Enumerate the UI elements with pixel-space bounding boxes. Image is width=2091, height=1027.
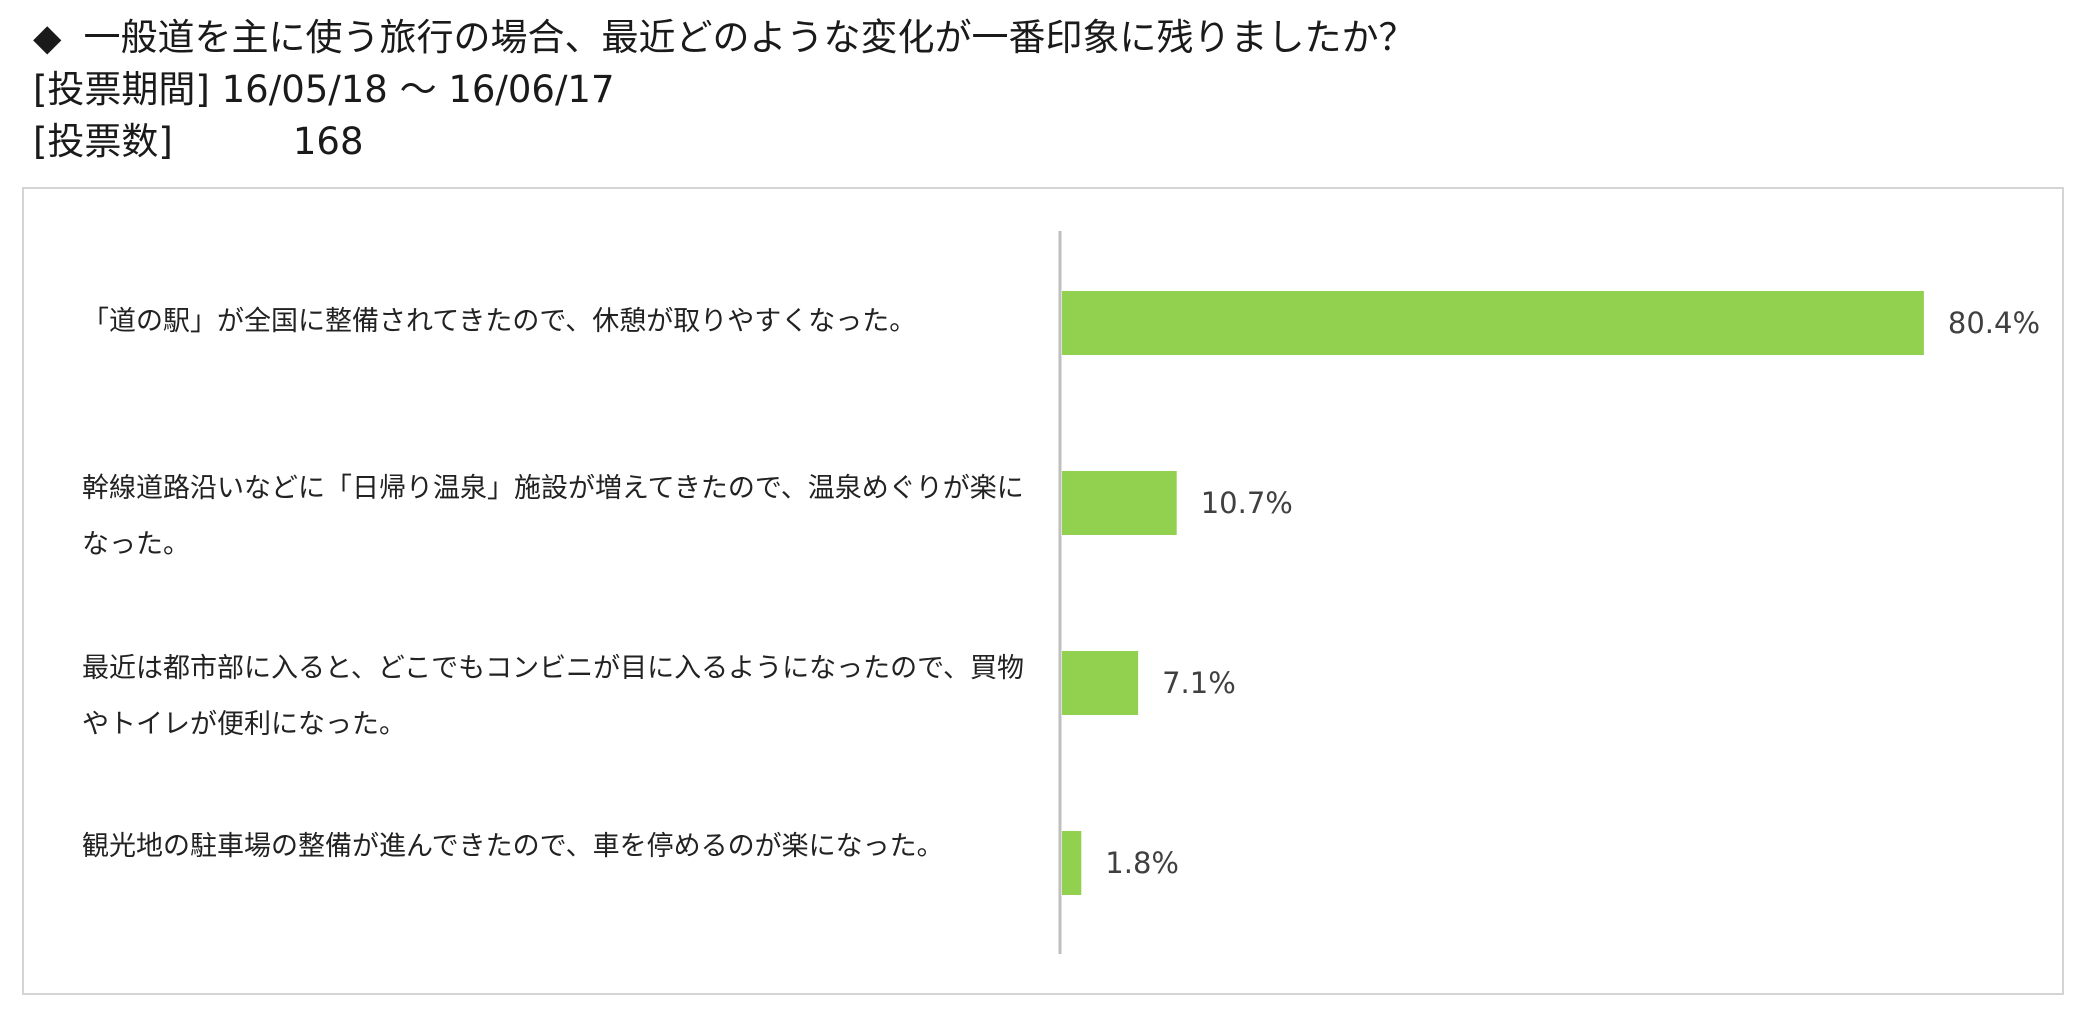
question-text: 一般道を主に使う旅行の場合、最近どのような変化が一番印象に残りましたか？ (83, 16, 1416, 59)
voting-period-value: 16/05/18 ～ 16/06/17 (221, 68, 615, 111)
bar (1062, 651, 1139, 715)
category-label: 「道の駅」が全国に整備されてきたので、休憩が取りやすくなった。 (82, 306, 917, 337)
bar-chart: 80.4% 10.7% 7.1% 1.8% (1058, 231, 2040, 954)
data-label: 80.4% (1948, 306, 2040, 340)
category-label: 最近は都市部に入ると、どこでもコンビニが目に入るようになったので、買物やトイレが… (82, 653, 1025, 740)
question-line: ◆ 一般道を主に使う旅行の場合、最近どのような変化が一番印象に残りましたか？ (33, 12, 1415, 64)
bar (1062, 831, 1082, 895)
category-label: 幹線道路沿いなどに「日帰り温泉」施設が増えてきたので、温泉めぐりが楽になった。 (82, 473, 1024, 560)
vote-count-line: [投票数] 168 (33, 116, 1415, 168)
diamond-bullet-icon: ◆ (33, 16, 62, 59)
category-label: 観光地の駐車場の整備が進んできたので、車を停めるのが楽になった。 (82, 831, 944, 862)
data-label: 10.7% (1201, 486, 1293, 520)
data-label: 7.1% (1162, 666, 1236, 700)
voting-period-line: [投票期間] 16/05/18 ～ 16/06/17 (33, 64, 1415, 116)
bar (1062, 471, 1177, 535)
chart-header: ◆ 一般道を主に使う旅行の場合、最近どのような変化が一番印象に残りましたか？ [投… (33, 12, 1415, 168)
vote-count-value: 168 (292, 120, 364, 163)
vote-count-label: [投票数] (33, 120, 173, 163)
voting-period-label: [投票期間] (33, 68, 210, 111)
bar (1062, 291, 1924, 355)
chart-frame: 「道の駅」が全国に整備されてきたので、休憩が取りやすくなった。 幹線道路沿いなど… (22, 187, 2064, 995)
data-label: 1.8% (1105, 846, 1179, 880)
